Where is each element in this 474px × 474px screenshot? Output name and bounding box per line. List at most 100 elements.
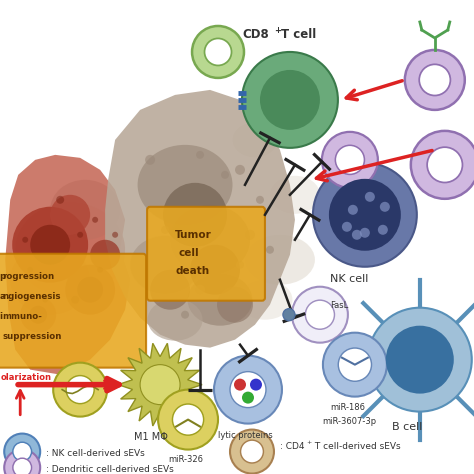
- Circle shape: [342, 222, 352, 232]
- Circle shape: [66, 375, 94, 404]
- Circle shape: [4, 449, 40, 474]
- Polygon shape: [105, 90, 295, 347]
- Circle shape: [360, 228, 370, 238]
- Ellipse shape: [233, 122, 277, 157]
- Circle shape: [214, 356, 282, 424]
- Circle shape: [405, 50, 465, 110]
- Circle shape: [71, 296, 79, 304]
- Circle shape: [323, 333, 387, 397]
- Circle shape: [29, 306, 47, 324]
- Text: ngiogenesis: ngiogenesis: [2, 292, 61, 301]
- Circle shape: [234, 379, 246, 391]
- Circle shape: [221, 171, 229, 179]
- Text: +: +: [274, 26, 281, 35]
- Ellipse shape: [170, 205, 250, 275]
- Circle shape: [192, 26, 244, 78]
- Circle shape: [305, 300, 335, 329]
- Circle shape: [173, 404, 204, 435]
- Circle shape: [204, 38, 231, 65]
- Circle shape: [195, 285, 205, 295]
- Text: mmuno-: mmuno-: [2, 312, 42, 321]
- Circle shape: [365, 192, 375, 202]
- Circle shape: [241, 440, 264, 463]
- Text: T cell: T cell: [281, 28, 316, 41]
- Circle shape: [335, 146, 365, 174]
- Circle shape: [112, 232, 118, 238]
- Ellipse shape: [245, 235, 315, 285]
- Text: B cell: B cell: [392, 421, 422, 432]
- Text: T cell-derived sEVs: T cell-derived sEVs: [312, 442, 401, 451]
- Circle shape: [338, 348, 372, 381]
- Circle shape: [158, 390, 218, 449]
- Text: death: death: [175, 266, 209, 276]
- Text: a: a: [0, 292, 5, 301]
- Circle shape: [242, 392, 254, 403]
- Circle shape: [4, 434, 40, 470]
- Circle shape: [181, 310, 189, 319]
- Circle shape: [427, 147, 463, 182]
- Circle shape: [27, 267, 33, 273]
- Ellipse shape: [137, 145, 233, 225]
- Circle shape: [56, 196, 64, 204]
- Ellipse shape: [270, 176, 320, 214]
- Circle shape: [42, 297, 48, 303]
- Ellipse shape: [188, 273, 253, 326]
- Text: M1 MΦ: M1 MΦ: [134, 431, 168, 442]
- Text: Tumor: Tumor: [175, 230, 212, 240]
- Circle shape: [292, 287, 348, 343]
- Circle shape: [419, 64, 450, 95]
- Circle shape: [13, 458, 32, 474]
- Text: cell: cell: [178, 248, 199, 258]
- Circle shape: [380, 202, 390, 212]
- Text: rogression: rogression: [2, 272, 55, 281]
- Text: lytic proteins: lytic proteins: [218, 430, 273, 439]
- Circle shape: [217, 287, 253, 323]
- Text: suppression: suppression: [2, 332, 62, 341]
- Circle shape: [348, 205, 358, 215]
- Circle shape: [230, 429, 274, 474]
- Circle shape: [411, 131, 474, 199]
- Circle shape: [283, 309, 295, 321]
- Circle shape: [190, 245, 240, 295]
- Text: FasL: FasL: [330, 301, 348, 310]
- Circle shape: [378, 225, 388, 235]
- Text: : Dendritic cell-derived sEVs: : Dendritic cell-derived sEVs: [46, 465, 174, 474]
- Text: : CD4: : CD4: [280, 442, 304, 451]
- Text: miR-3607-3p: miR-3607-3p: [322, 417, 376, 426]
- Circle shape: [50, 195, 90, 235]
- Ellipse shape: [50, 180, 120, 240]
- Circle shape: [140, 365, 180, 405]
- Ellipse shape: [130, 236, 200, 294]
- Circle shape: [12, 207, 88, 283]
- Circle shape: [235, 165, 245, 175]
- Circle shape: [196, 151, 204, 159]
- Circle shape: [250, 379, 262, 391]
- Circle shape: [52, 257, 58, 263]
- Text: p: p: [0, 272, 6, 281]
- Circle shape: [256, 196, 264, 204]
- FancyBboxPatch shape: [0, 254, 146, 368]
- Circle shape: [163, 183, 227, 247]
- Ellipse shape: [147, 299, 202, 341]
- Text: miR-186: miR-186: [330, 402, 365, 411]
- Circle shape: [13, 442, 32, 461]
- Text: : NK cell-derived sEVs: : NK cell-derived sEVs: [46, 448, 145, 457]
- Circle shape: [329, 179, 401, 251]
- Circle shape: [65, 265, 115, 315]
- Circle shape: [150, 270, 190, 310]
- Circle shape: [260, 70, 320, 130]
- Circle shape: [77, 277, 103, 303]
- Circle shape: [97, 267, 103, 273]
- Circle shape: [242, 52, 338, 148]
- Circle shape: [266, 246, 274, 254]
- Circle shape: [53, 363, 107, 417]
- Circle shape: [92, 217, 98, 223]
- Circle shape: [386, 326, 454, 393]
- Circle shape: [313, 163, 417, 267]
- Polygon shape: [5, 155, 130, 374]
- Text: NK cell: NK cell: [330, 273, 368, 284]
- Polygon shape: [118, 343, 202, 426]
- Circle shape: [145, 155, 155, 165]
- Circle shape: [352, 230, 362, 240]
- Circle shape: [245, 230, 255, 240]
